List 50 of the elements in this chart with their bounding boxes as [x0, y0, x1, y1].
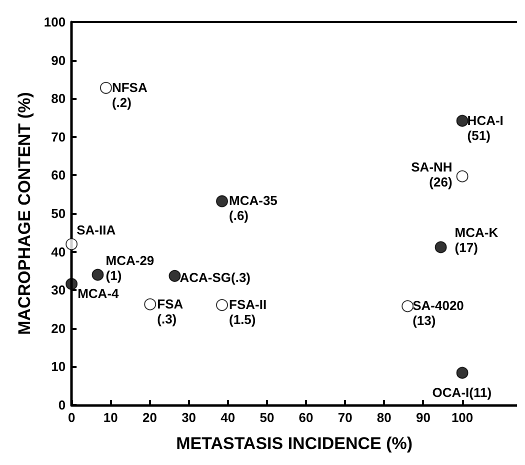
y-axis-title: MACROPHAGE CONTENT (%) [15, 92, 34, 335]
y-tick-label: 70 [51, 129, 66, 144]
x-tick-label: 20 [142, 410, 157, 425]
x-tick-label: 10 [103, 410, 118, 425]
x-tick-label: 100 [451, 410, 474, 425]
y-tick-label: 10 [51, 359, 66, 374]
point [456, 170, 468, 182]
point [434, 241, 447, 254]
point [402, 300, 414, 312]
point [66, 278, 78, 290]
y-tick-label: 0 [58, 398, 66, 412]
x-axis-title: METASTASIS INCIDENCE (%) [176, 434, 413, 453]
point [168, 270, 181, 282]
annotation: NFSA (.2) [112, 80, 148, 110]
x-tick-label: 0 [68, 410, 76, 425]
y-tick-label: 100 [44, 14, 66, 30]
annotation: FSA-II (1.5) [229, 297, 267, 328]
point [456, 114, 468, 127]
annotation: MCA-29 (1) [106, 252, 154, 283]
y-tick-label: 40 [51, 244, 66, 260]
y-tick-label: 90 [51, 52, 66, 68]
x-tick-label: 70 [338, 410, 352, 425]
annotation: FSA (.3) [157, 296, 184, 326]
x-tick-label: 40 [220, 410, 236, 425]
point [216, 195, 228, 208]
point [144, 298, 156, 310]
point [216, 299, 228, 312]
x-tick-label: 30 [182, 410, 196, 425]
point [456, 366, 468, 379]
annotation: MCA-4 [78, 286, 120, 301]
x-tick-label: 80 [376, 410, 392, 425]
y-tick-label: 60 [51, 168, 66, 183]
annotation: SA-IIA [76, 222, 116, 238]
x-tick-label: 90 [416, 410, 430, 425]
y-tick-label: 30 [51, 282, 66, 298]
y-tick-label: 20 [51, 320, 66, 336]
y-tick-label: 80 [51, 91, 66, 106]
annotation: SA-4020 (13) [412, 298, 464, 328]
annotation: MCA-K (17) [454, 225, 499, 256]
annotation: SA-NH (26) [411, 159, 452, 190]
annotation: HCA-I (51) [467, 112, 504, 143]
x-tick-label: 60 [298, 410, 314, 425]
annotation: ACA-SG(.3) [180, 270, 251, 285]
point [66, 238, 78, 250]
annotation: MCA-35 (.6) [229, 193, 278, 224]
point [100, 82, 112, 94]
annotation: OCA-I(11) [432, 384, 492, 400]
y-tick-label: 50 [51, 206, 66, 221]
point [92, 268, 104, 281]
x-tick-label: 50 [260, 410, 274, 425]
